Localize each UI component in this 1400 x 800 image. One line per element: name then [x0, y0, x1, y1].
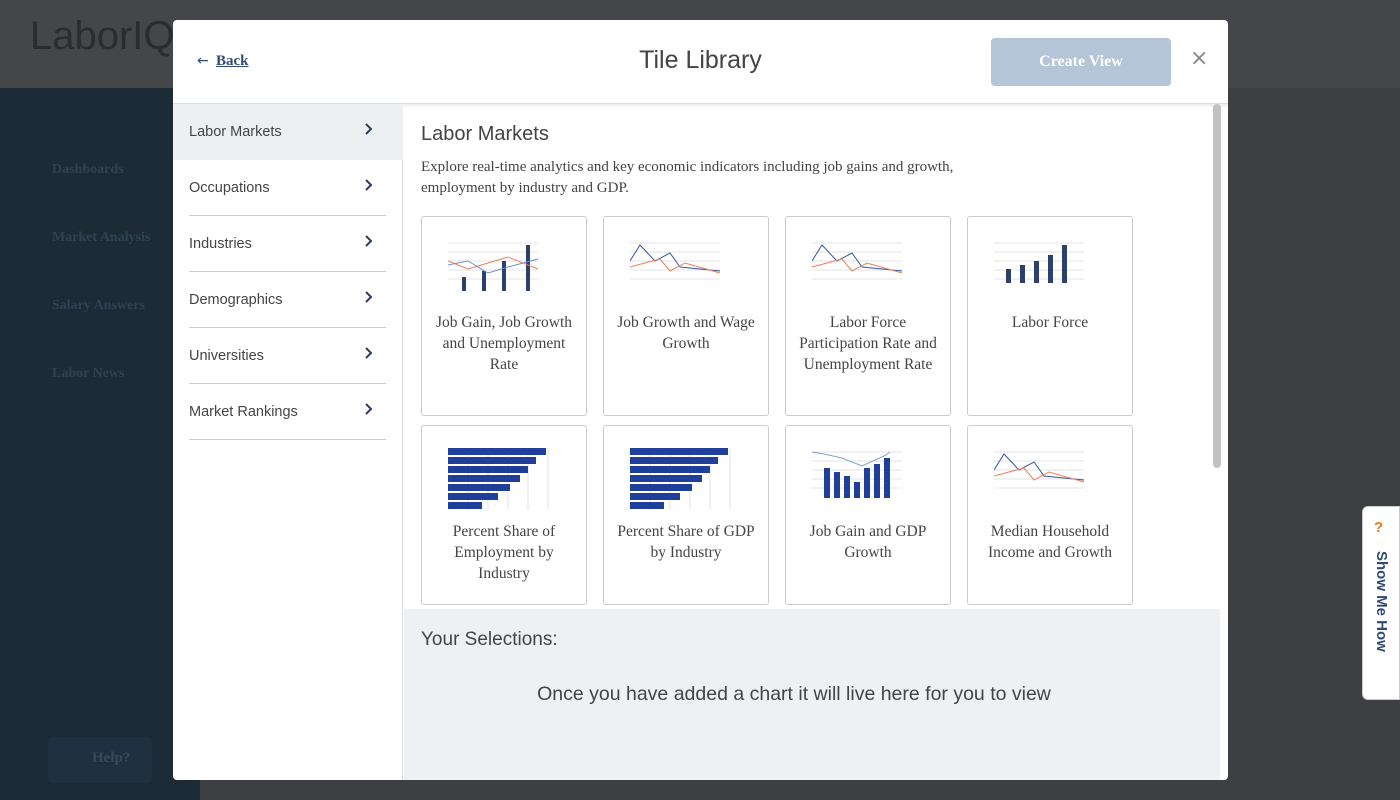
category-label: Occupations — [189, 180, 270, 196]
category-item[interactable]: Industries — [189, 216, 386, 272]
chart-tile[interactable]: Labor Force — [967, 216, 1133, 416]
chevron — [365, 347, 373, 359]
modal-title: Tile Library — [639, 46, 762, 74]
category-label: Universities — [189, 348, 264, 364]
tile-thumbnail — [994, 242, 1084, 283]
selections-heading: Your Selections: — [421, 629, 558, 650]
back-arrow: ← — [197, 53, 209, 69]
category-item[interactable]: Market Rankings — [189, 384, 386, 440]
tile-thumbnail — [812, 451, 902, 498]
category-label: Industries — [189, 236, 252, 252]
tile-library-modal: ← Back Tile Library Create View × Labor … — [173, 20, 1228, 780]
selections-panel: Your Selections: Once you have added a c… — [404, 609, 1220, 780]
logo: LaborIQ — [30, 14, 175, 58]
tile-label: Labor Force Participation Rate and Unemp… — [799, 314, 937, 373]
tile-label: Labor Force — [1011, 314, 1089, 331]
section-heading: Labor Markets — [421, 123, 549, 145]
show-me-how-label: Show Me How — [1373, 551, 1390, 652]
section-description: Explore real-time analytics and key econ… — [421, 159, 954, 196]
tile-thumbnail — [994, 451, 1085, 489]
create-view-button[interactable]: Create View — [991, 38, 1171, 86]
chevron — [365, 291, 373, 303]
sidebar — [0, 88, 200, 800]
back-link[interactable]: Back — [216, 53, 249, 69]
chart-tile[interactable]: Job Gain and GDP Growth — [785, 425, 951, 605]
category-label: Market Rankings — [189, 404, 298, 420]
category-item[interactable]: Universities — [189, 328, 386, 384]
category-item[interactable]: Labor Markets — [173, 104, 403, 160]
chart-tile[interactable]: Percent Share of GDP by Industry — [603, 425, 769, 605]
chevron — [365, 123, 373, 135]
chart-tile[interactable]: Job Gain, Job Growth and Unemployment Ra… — [421, 216, 587, 416]
category-item[interactable]: Occupations — [189, 160, 386, 216]
show-me-how-tab[interactable]: ? Show Me How — [1362, 506, 1400, 700]
chevron — [365, 235, 373, 247]
help-button[interactable]: Help? — [48, 737, 152, 783]
category-label: Demographics — [189, 292, 283, 308]
nav-item[interactable]: Market Analysis — [52, 230, 151, 245]
tile-label: Median Household Income and Growth — [988, 523, 1112, 561]
chart-tile[interactable]: Median Household Income and Growth — [967, 425, 1133, 605]
close-button[interactable]: × — [1190, 46, 1209, 71]
chevron — [365, 403, 373, 415]
chart-tile[interactable]: Job Growth and Wage Growth — [603, 216, 769, 416]
scrollbar[interactable] — [1213, 104, 1221, 468]
nav-item[interactable]: Salary Answers — [52, 298, 145, 313]
nav-item[interactable]: Dashboards — [52, 162, 124, 177]
tile-thumbnail — [630, 448, 731, 510]
tile-thumbnail — [630, 242, 721, 280]
tile-label: Job Growth and Wage Growth — [617, 314, 755, 352]
tile-label: Percent Share of GDP by Industry — [617, 523, 755, 561]
question-icon: ? — [1374, 519, 1384, 536]
tile-label: Job Gain, Job Growth and Unemployment Ra… — [435, 314, 573, 373]
tile-label: Job Gain and GDP Growth — [809, 523, 927, 561]
chart-tile[interactable]: Percent Share of Employment by Industry — [421, 425, 587, 605]
chart-tile[interactable]: Labor Force Participation Rate and Unemp… — [785, 216, 951, 416]
selections-empty-message: Once you have added a chart it will live… — [537, 683, 1051, 705]
tile-label: Percent Share of Employment by Industry — [452, 523, 556, 582]
chevron — [365, 179, 373, 191]
modal-header: ← Back Tile Library Create View × — [173, 20, 1228, 104]
category-item[interactable]: Demographics — [189, 272, 386, 328]
category-list: Labor Markets Occupations Industries Demogr… — [173, 104, 403, 780]
category-label: Labor Markets — [189, 124, 282, 140]
tile-thumbnail — [448, 242, 539, 291]
nav-item[interactable]: Labor News — [52, 366, 125, 381]
tile-thumbnail — [812, 242, 903, 280]
tile-thumbnail — [448, 448, 549, 510]
